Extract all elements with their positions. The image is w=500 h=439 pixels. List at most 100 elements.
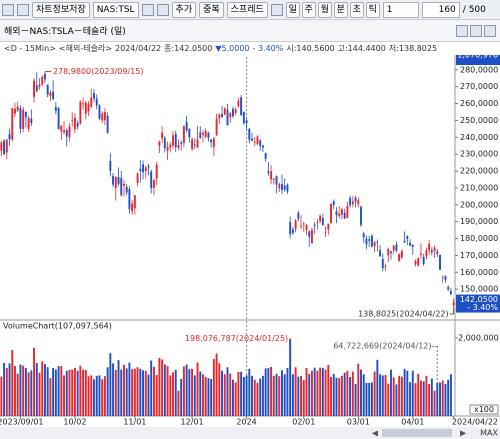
candle-body: [302, 223, 305, 225]
annotation: 278,9800(2023/09/15): [53, 67, 144, 76]
volume-bar: [185, 364, 188, 416]
volume-bar: [41, 361, 44, 416]
volume-bar: [302, 380, 305, 416]
volume-bar: [349, 376, 352, 416]
candle-body: [128, 189, 131, 210]
volume-bar: [245, 375, 248, 416]
annotation: 138,8025(2024/04/22): [358, 310, 449, 319]
x-tick-label: 11/01: [123, 418, 146, 427]
volume-bar: [373, 371, 376, 416]
volume-bar: [395, 384, 398, 416]
volume-bar: [354, 384, 357, 416]
save-button[interactable]: 차트정보저장: [32, 1, 90, 18]
volume-bar: [300, 375, 303, 416]
interval-input[interactable]: 1: [382, 1, 419, 18]
icon-button[interactable]: [470, 24, 482, 37]
volume-bar: [335, 377, 338, 416]
volume-bar: [193, 375, 196, 416]
icon-button[interactable]: [141, 3, 154, 16]
volume-bar: [419, 380, 422, 416]
volume-annotation: 198,076,787(2024/01/25): [185, 334, 288, 343]
x-tick-label: 10/02: [63, 418, 86, 427]
candle-body: [193, 144, 196, 146]
candle-body: [22, 109, 25, 129]
candle-body: [447, 286, 450, 290]
chart: ◀ ▶ MAX 280,0000 270,0000 260,0000 250,0000…: [0, 55, 500, 439]
candle-body: [133, 195, 136, 209]
volume-bar: [93, 379, 95, 416]
icon-button[interactable]: [2, 3, 14, 16]
icon-button[interactable]: [484, 24, 496, 37]
volume-bar: [68, 369, 71, 416]
candle-body: [117, 176, 120, 184]
candle-body: [313, 224, 316, 226]
period-button[interactable]: 일: [285, 1, 300, 18]
candle-body: [142, 164, 144, 173]
volume-bar: [281, 370, 283, 416]
volume-bar: [215, 353, 218, 416]
candle-body: [52, 91, 55, 100]
icon-button[interactable]: [270, 3, 283, 16]
volume-bar: [346, 370, 349, 416]
volume-bar: [433, 390, 436, 416]
candle-body: [44, 73, 46, 80]
candle-body: [202, 132, 204, 135]
period-button[interactable]: 틱: [365, 1, 380, 18]
volume-bar: [24, 368, 27, 416]
volume-bar: [256, 382, 259, 416]
volume-bar: [54, 369, 57, 416]
volume-bar: [278, 376, 281, 416]
volume-bar: [368, 382, 371, 416]
candle-body: [308, 231, 311, 237]
volume-bar: [210, 378, 213, 416]
volume-bar: [376, 359, 379, 416]
volume-bar: [430, 378, 433, 416]
volume-bar: [242, 376, 245, 416]
candle-body: [237, 101, 240, 107]
candle-body: [73, 117, 76, 130]
volume-bar: [16, 373, 19, 416]
add-button[interactable]: 추가: [171, 1, 197, 18]
candle-body: [449, 291, 452, 295]
candle-body: [338, 213, 341, 216]
volume-bar: [109, 353, 112, 416]
y-tick-label: 240,0000: [460, 133, 498, 142]
period-button[interactable]: 월: [317, 1, 332, 18]
overlap-button[interactable]: 중복: [199, 1, 224, 18]
volume-bar: [223, 374, 226, 416]
volume-bar: [57, 366, 60, 416]
candle-body: [286, 184, 289, 192]
volume-bar: [275, 373, 278, 416]
period-button[interactable]: 주: [301, 1, 316, 18]
volume-bar: [204, 376, 207, 416]
volume-unit: x100: [474, 405, 494, 414]
count-input[interactable]: 160: [421, 1, 460, 18]
scroll-left[interactable]: ◀: [372, 429, 379, 438]
icon-button[interactable]: [156, 3, 169, 16]
scroll-thumb[interactable]: [382, 429, 452, 437]
candle-body: [251, 138, 253, 141]
spread-button[interactable]: 스프레드: [226, 1, 268, 18]
symbol-select[interactable]: NAS:TSL: [92, 1, 139, 18]
volume-bar: [169, 375, 172, 416]
info-item: 2024/04/22: [115, 44, 162, 53]
candle-body: [294, 220, 297, 230]
x-tick-label: 03/01: [347, 418, 370, 427]
volume-bar: [150, 360, 153, 416]
y-tick-label: 220,0000: [460, 167, 498, 176]
max-button[interactable]: MAX: [480, 429, 498, 438]
candle-body: [270, 171, 273, 180]
volume-bar: [286, 368, 289, 416]
icon-button[interactable]: [17, 3, 29, 16]
candle-body: [0, 142, 3, 151]
icon-button[interactable]: [456, 24, 468, 37]
y-tick-label: 190,0000: [460, 217, 498, 226]
volume-bar: [71, 369, 74, 416]
period-button[interactable]: 분: [333, 1, 348, 18]
volume-bar: [44, 364, 46, 416]
candle-body: [332, 201, 335, 205]
volume-bar: [305, 368, 308, 416]
candle-body: [196, 139, 199, 148]
scroll-right[interactable]: ▶: [460, 429, 467, 438]
period-button[interactable]: 초: [349, 1, 364, 18]
